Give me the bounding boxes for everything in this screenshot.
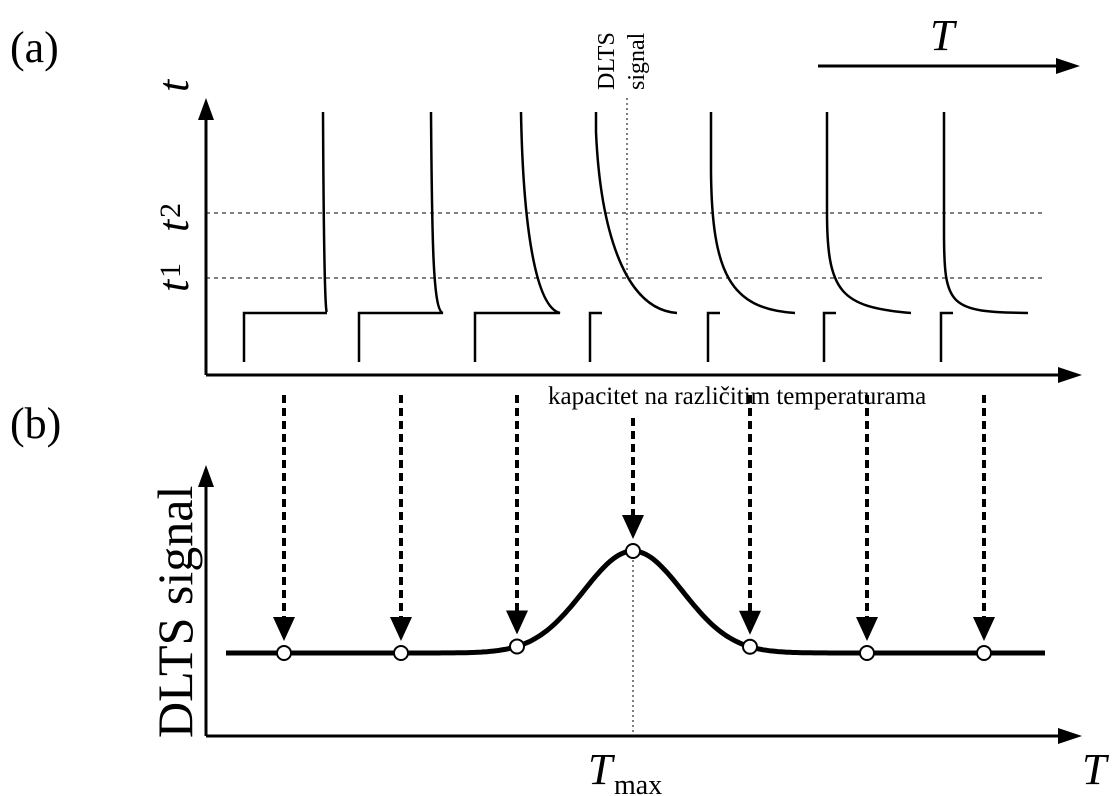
sample-point	[859, 644, 875, 661]
t2-subscript: 2	[154, 203, 187, 218]
sample-point	[625, 543, 641, 559]
temperature-arrow-label: T	[930, 11, 958, 60]
t2-text: t	[149, 218, 198, 232]
transient-curve	[357, 111, 444, 362]
dlts-signal-curve	[226, 548, 1045, 656]
transient-step	[939, 311, 953, 362]
sample-point	[742, 638, 758, 655]
down-arrowhead	[856, 616, 878, 641]
transient-decay	[709, 112, 796, 315]
panel-a-y-arrowhead	[198, 98, 214, 120]
t1-text: t	[149, 278, 198, 292]
transient-curve	[242, 111, 329, 362]
panel-a-x-caption: kapacitet na različitim temperaturama	[548, 383, 926, 410]
capacitance-transients	[242, 111, 1029, 362]
tmax-subscript: max	[614, 770, 662, 796]
transient-step	[822, 311, 836, 362]
panel-b-label: (b)	[10, 399, 61, 448]
sample-point	[276, 645, 292, 661]
panel-b-y-arrowhead	[198, 465, 214, 487]
sample-point	[509, 638, 525, 655]
sample-points	[276, 543, 992, 661]
t2-label: t 2	[149, 203, 198, 232]
down-arrows	[273, 395, 995, 641]
down-arrowhead	[622, 515, 644, 539]
dlts-marker-line1: DLTS	[594, 32, 620, 90]
t1-subscript: 1	[154, 263, 187, 278]
sample-point	[393, 644, 409, 661]
transient-decay	[825, 112, 912, 315]
down-arrowhead	[973, 617, 995, 641]
panel-a-y-label: t	[149, 78, 198, 92]
tmax-label: T	[588, 745, 616, 794]
temperature-arrowhead	[1056, 58, 1080, 74]
transient-decay	[594, 112, 678, 315]
panel-a-x-arrowhead	[1058, 367, 1082, 383]
dlts-marker-line2: signal	[624, 32, 650, 90]
transient-curve	[473, 111, 561, 362]
panel-b-x-arrowhead	[1058, 728, 1082, 744]
down-arrowhead	[506, 610, 528, 635]
panel-b-x-label: T	[1082, 745, 1110, 794]
t1-label: t 1	[149, 263, 198, 292]
transient-decay	[942, 112, 1029, 315]
transient-step	[588, 311, 602, 362]
panel-b-y-label: DLTS signal	[147, 486, 203, 738]
panel-a-label: (a)	[10, 23, 59, 72]
sample-point	[976, 645, 992, 661]
transient-step	[706, 311, 720, 362]
down-arrowhead	[390, 616, 412, 641]
down-arrowhead	[273, 617, 295, 641]
down-arrowhead	[739, 610, 761, 635]
